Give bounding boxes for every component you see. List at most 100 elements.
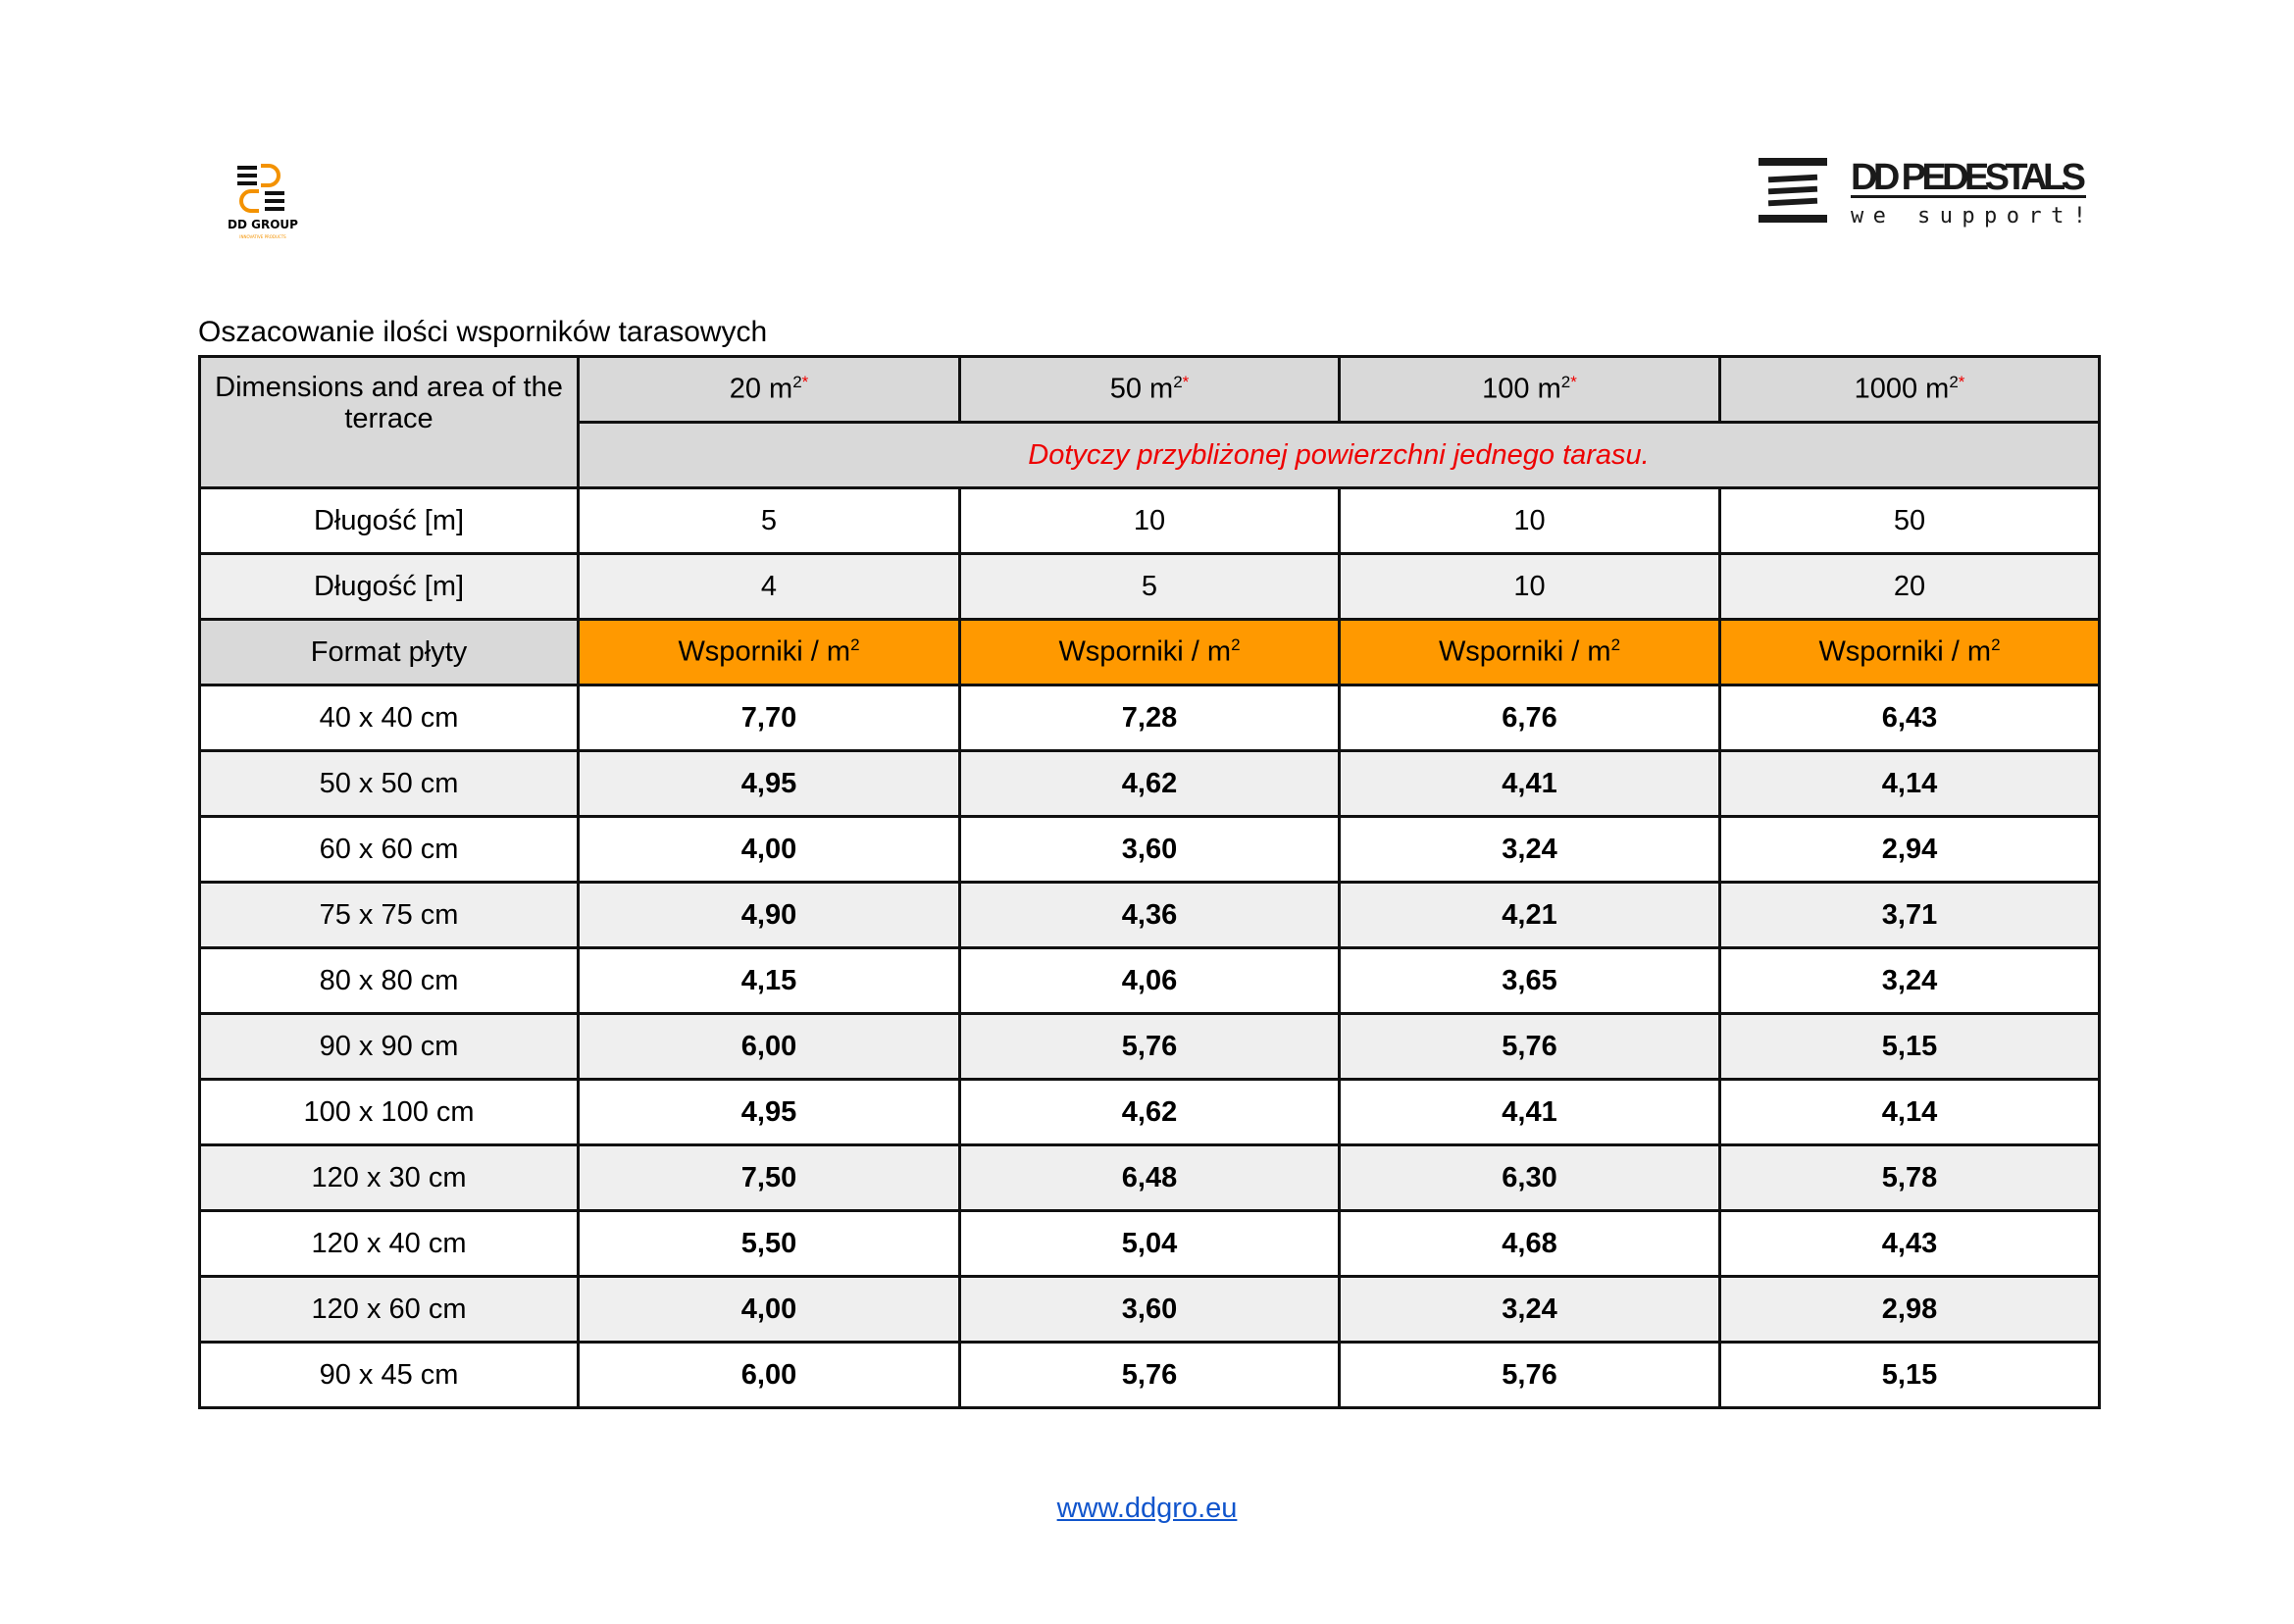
format-cell: 90 x 90 cm (198, 1012, 580, 1081)
format-label: Format płyty (198, 618, 580, 686)
value-cell: 6,43 (1718, 684, 2101, 752)
value-cell: 3,24 (1338, 1275, 1721, 1344)
unit-header: Wsporniki / m2 (1338, 618, 1721, 686)
dimension-value: 20 (1718, 552, 2101, 621)
format-cell: 120 x 40 cm (198, 1209, 580, 1278)
dimension-row: Długość [m] 5 10 10 50 (198, 486, 2101, 555)
dimension-value: 5 (577, 486, 961, 555)
value-cell: 5,78 (1718, 1143, 2101, 1212)
header-row: Dimensions and area of the terrace 20 m2*… (198, 355, 2101, 489)
value-cell: 5,04 (958, 1209, 1341, 1278)
format-cell: 120 x 60 cm (198, 1275, 580, 1344)
unit-header: Wsporniki / m2 (1718, 618, 2101, 686)
value-cell: 4,14 (1718, 1078, 2101, 1146)
value-cell: 3,71 (1718, 881, 2101, 949)
dimension-value: 50 (1718, 486, 2101, 555)
dimension-row: Długość [m] 4 5 10 20 (198, 552, 2101, 621)
dd-group-logo: DD GROUP INNOVATIVE PRODUCTS (228, 164, 298, 239)
format-cell: 50 x 50 cm (198, 749, 580, 818)
value-cell: 4,62 (958, 1078, 1341, 1146)
note: Dotyczy przybliżonej powierzchni jednego… (577, 421, 2101, 489)
area-label: 1000 m (1854, 373, 1950, 405)
table-row: 120 x 60 cm 4,00 3,60 3,24 2,98 (198, 1275, 2101, 1344)
value-cell: 7,28 (958, 684, 1341, 752)
value-cell: 6,76 (1338, 684, 1721, 752)
value-cell: 4,36 (958, 881, 1341, 949)
superscript: 2 (1560, 373, 1571, 392)
table-row: 40 x 40 cm 7,70 7,28 6,76 6,43 (198, 684, 2101, 752)
table-row: 90 x 90 cm 6,00 5,76 5,76 5,15 (198, 1012, 2101, 1081)
format-cell: 60 x 60 cm (198, 815, 580, 884)
dimension-label: Długość [m] (198, 486, 580, 555)
dimension-value: 4 (577, 552, 961, 621)
table-row: 80 x 80 cm 4,15 4,06 3,65 3,24 (198, 946, 2101, 1015)
superscript: 2 (850, 635, 860, 655)
page-title: Oszacowanie ilości wsporników tarasowych (198, 316, 768, 348)
format-cell: 120 x 30 cm (198, 1143, 580, 1212)
value-cell: 4,95 (577, 1078, 961, 1146)
table-row: 120 x 30 cm 7,50 6,48 6,30 5,78 (198, 1143, 2101, 1212)
unit-label: Wsporniki / m (678, 635, 851, 668)
value-cell: 2,94 (1718, 815, 2101, 884)
format-cell: 90 x 45 cm (198, 1341, 580, 1409)
value-cell: 5,76 (958, 1012, 1341, 1081)
unit-label: Wsporniki / m (1438, 635, 1611, 668)
value-cell: 4,62 (958, 749, 1341, 818)
value-cell: 4,41 (1338, 749, 1721, 818)
asterisk: * (1958, 373, 1965, 392)
dimension-value: 10 (1338, 486, 1721, 555)
svg-text:INNOVATIVE PRODUCTS: INNOVATIVE PRODUCTS (239, 234, 286, 239)
value-cell: 4,90 (577, 881, 961, 949)
value-cell: 4,14 (1718, 749, 2101, 818)
value-cell: 7,70 (577, 684, 961, 752)
value-cell: 4,68 (1338, 1209, 1721, 1278)
superscript: 2 (1173, 373, 1183, 392)
table-row: 100 x 100 cm 4,95 4,62 4,41 4,14 (198, 1078, 2101, 1146)
format-cell: 40 x 40 cm (198, 684, 580, 752)
dimension-value: 10 (958, 486, 1341, 555)
unit-label: Wsporniki / m (1058, 635, 1232, 668)
table-row: 60 x 60 cm 4,00 3,60 3,24 2,94 (198, 815, 2101, 884)
value-cell: 2,98 (1718, 1275, 2101, 1344)
asterisk: * (801, 373, 809, 392)
area-header: 50 m2* (958, 355, 1341, 424)
value-cell: 7,50 (577, 1143, 961, 1212)
value-cell: 3,65 (1338, 946, 1721, 1015)
area-header: 20 m2* (577, 355, 961, 424)
table-row: 50 x 50 cm 4,95 4,62 4,41 4,14 (198, 749, 2101, 818)
note-row: Dotyczy przybliżonej powierzchni jednego… (200, 421, 2101, 489)
value-cell: 5,50 (577, 1209, 961, 1278)
value-cell: 6,00 (577, 1341, 961, 1409)
value-cell: 4,06 (958, 946, 1341, 1015)
value-cell: 6,48 (958, 1143, 1341, 1212)
superscript: 2 (792, 373, 802, 392)
table-row: 90 x 45 cm 6,00 5,76 5,76 5,15 (198, 1341, 2101, 1409)
format-header-row: Format płyty Wsporniki / m2 Wsporniki / m2… (198, 618, 2101, 686)
dimension-value: 10 (1338, 552, 1721, 621)
superscript: 2 (1610, 635, 1621, 655)
corner-header: Dimensions and area of the terrace (198, 355, 580, 489)
superscript: 2 (1949, 373, 1959, 392)
asterisk: * (1570, 373, 1577, 392)
dimension-label: Długość [m] (198, 552, 580, 621)
svg-text:we support!: we support! (1851, 204, 2086, 228)
table-row: 75 x 75 cm 4,90 4,36 4,21 3,71 (198, 881, 2101, 949)
value-cell: 3,60 (958, 1275, 1341, 1344)
value-cell: 4,41 (1338, 1078, 1721, 1146)
value-cell: 4,21 (1338, 881, 1721, 949)
asterisk: * (1182, 373, 1190, 392)
format-cell: 80 x 80 cm (198, 946, 580, 1015)
value-cell: 5,76 (1338, 1341, 1721, 1409)
value-cell: 3,24 (1718, 946, 2101, 1015)
value-cell: 5,15 (1718, 1341, 2101, 1409)
superscript: 2 (1991, 635, 2001, 655)
area-header: 100 m2* (1338, 355, 1721, 424)
area-label: 100 m (1482, 373, 1561, 405)
unit-header: Wsporniki / m2 (577, 618, 961, 686)
website-link[interactable]: www.ddgro.eu (1056, 1493, 1238, 1524)
dd-pedestals-logo: DD PEDESTALS we support! (1759, 157, 2086, 228)
table-row: 120 x 40 cm 5,50 5,04 4,68 4,43 (198, 1209, 2101, 1278)
area-header: 1000 m2* (1718, 355, 2101, 424)
value-cell: 3,60 (958, 815, 1341, 884)
superscript: 2 (1231, 635, 1241, 655)
